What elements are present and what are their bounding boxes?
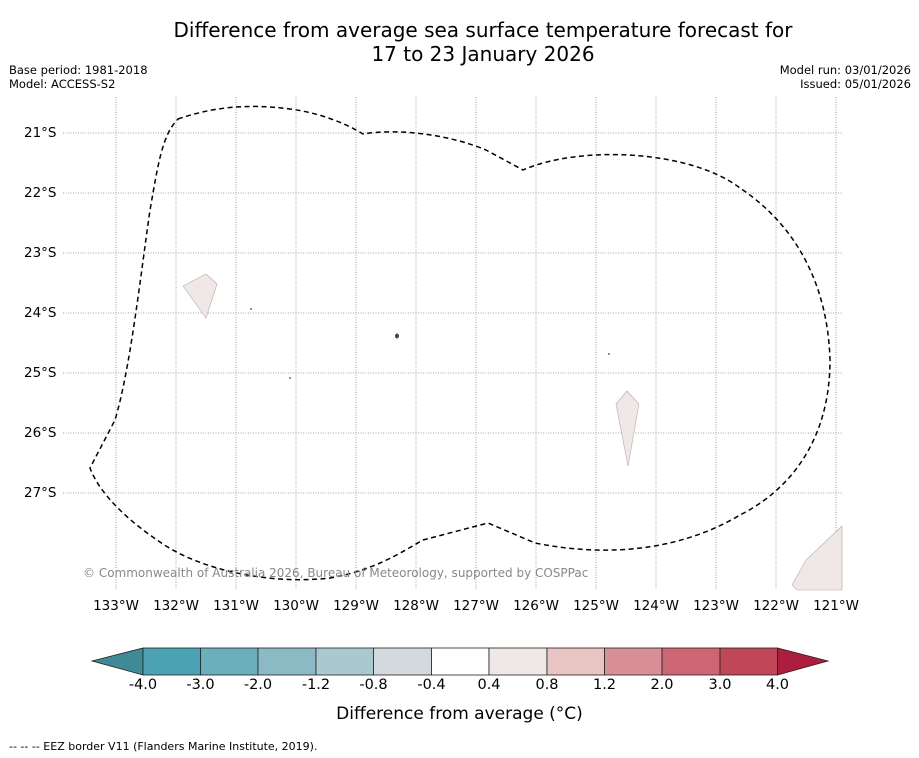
lon-label-127w: 127°W: [453, 598, 499, 614]
colorbar-tick: -0.4: [417, 677, 445, 693]
lon-label-133w: 133°W: [93, 598, 139, 614]
colorbar-segment-7: [489, 648, 547, 675]
copyright-notice: © Commonwealth of Australia 2026, Bureau…: [83, 566, 588, 580]
colorbar-segment-8: [547, 648, 605, 675]
lon-label-126w: 126°W: [513, 598, 559, 614]
colorbar-over-triangle: [778, 648, 829, 675]
longitude-gridlines: [116, 97, 836, 590]
map-canvas: © Commonwealth of Australia 2026, Bureau…: [0, 0, 919, 758]
lon-label-129w: 129°W: [333, 598, 379, 614]
colorbar-tick: 0.4: [477, 677, 500, 693]
latitude-gridlines: [63, 133, 843, 493]
colorbar-tick: 1.2: [593, 677, 616, 693]
land-features: [183, 274, 842, 590]
lat-label-23s: 23°S: [24, 245, 57, 261]
colorbar-tick: -1.2: [302, 677, 330, 693]
lon-label-124w: 124°W: [633, 598, 679, 614]
lon-label-122w: 122°W: [753, 598, 799, 614]
island-south: [616, 391, 639, 466]
islet-4: [608, 353, 610, 355]
colorbar-tick: 3.0: [708, 677, 731, 693]
lon-label-128w: 128°W: [393, 598, 439, 614]
lat-label-22s: 22°S: [24, 185, 57, 201]
colorbar-tick: 0.8: [535, 677, 558, 693]
colorbar-segment-4: [316, 648, 374, 675]
lat-label-25s: 25°S: [24, 365, 57, 381]
eez-border: [90, 106, 830, 579]
colorbar-segment-5: [374, 648, 432, 675]
colorbar-segment-11: [720, 648, 778, 675]
lat-label-21s: 21°S: [24, 125, 57, 141]
colorbar-tick: -4.0: [129, 677, 157, 693]
colorbar-segment-10: [662, 648, 720, 675]
lon-label-121w: 121°W: [813, 598, 859, 614]
colorbar-tick: 2.0: [650, 677, 673, 693]
lat-label-26s: 26°S: [24, 425, 57, 441]
lon-label-123w: 123°W: [693, 598, 739, 614]
lon-label-131w: 131°W: [213, 598, 259, 614]
coast-southeast: [792, 526, 842, 590]
island-west: [183, 274, 217, 318]
colorbar-segment-1: [143, 648, 201, 675]
lat-label-24s: 24°S: [24, 305, 57, 321]
lon-label-130w: 130°W: [273, 598, 319, 614]
colorbar-segment-9: [605, 648, 663, 675]
eez-footnote: -- -- -- EEZ border V11 (Flanders Marine…: [9, 740, 317, 753]
small-islets: [250, 308, 610, 379]
islet-1: [395, 334, 399, 339]
islet-3: [289, 377, 291, 379]
colorbar-tick: -3.0: [186, 677, 214, 693]
lat-label-27s: 27°S: [24, 485, 57, 501]
lon-label-125w: 125°W: [573, 598, 619, 614]
colorbar-under-triangle: [92, 648, 143, 675]
colorbar-segment-6: [432, 648, 490, 675]
colorbar-tick: -2.0: [244, 677, 272, 693]
colorbar-tick: -0.8: [359, 677, 387, 693]
colorbar-segment-3: [258, 648, 316, 675]
colorbar-tick: 4.0: [766, 677, 789, 693]
lon-label-132w: 132°W: [153, 598, 199, 614]
islet-2: [250, 308, 252, 310]
colorbar-segment-2: [201, 648, 259, 675]
colorbar: [92, 648, 828, 675]
colorbar-label: Difference from average (°C): [0, 704, 919, 724]
